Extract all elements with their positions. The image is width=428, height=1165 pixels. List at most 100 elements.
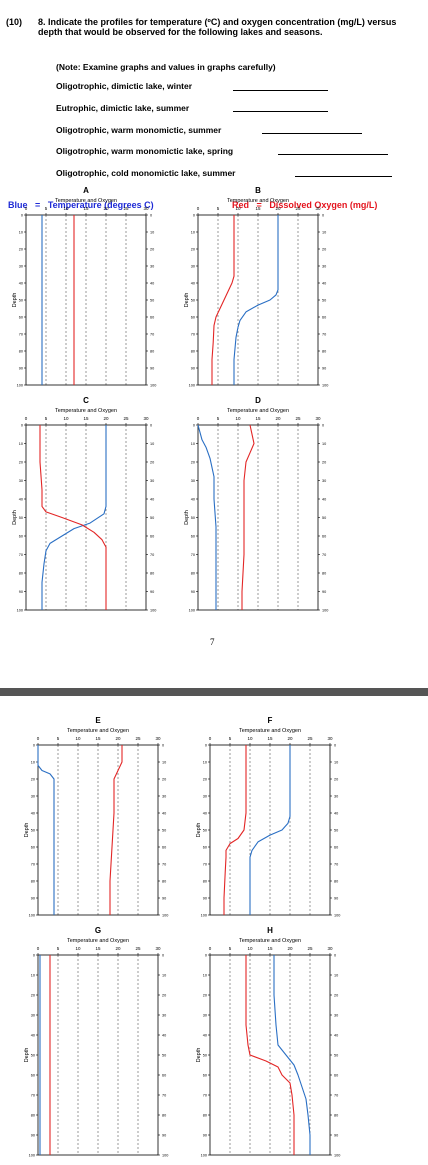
answer-item-4: Oligotrophic, warm monomictic lake, spri… xyxy=(56,146,234,156)
y-tick-label-right: 100 xyxy=(150,609,156,613)
y-tick-label: 40 xyxy=(31,812,35,816)
y-tick-label-right: 40 xyxy=(150,498,154,502)
y-tick-label-right: 80 xyxy=(322,350,326,354)
y-tick-label: 0 xyxy=(205,954,207,958)
y-tick-label: 80 xyxy=(203,1114,207,1118)
y-tick-label-right: 20 xyxy=(162,994,166,998)
y-tick-label-right: 60 xyxy=(322,316,326,320)
legend-red-eq: = xyxy=(256,200,262,210)
x-tick-label: 10 xyxy=(247,946,253,951)
answer-blank-4[interactable] xyxy=(278,154,388,155)
y-tick-label-right: 60 xyxy=(150,535,154,539)
y-tick-label-right: 60 xyxy=(322,535,326,539)
y-tick-label-right: 70 xyxy=(322,333,326,337)
x-tick-label: 10 xyxy=(247,736,253,741)
x-tick-label: 10 xyxy=(63,416,69,421)
y-axis-label: Depth xyxy=(12,510,18,525)
y-tick-label-right: 30 xyxy=(334,795,338,799)
y-tick-label: 50 xyxy=(203,1054,207,1058)
y-tick-label-right: 10 xyxy=(334,761,338,765)
x-tick-label: 10 xyxy=(75,736,81,741)
x-tick-label: 0 xyxy=(37,736,40,741)
y-tick-label: 20 xyxy=(203,778,207,782)
y-tick-label: 30 xyxy=(19,265,23,269)
y-axis-label: Depth xyxy=(12,293,18,308)
y-tick-label: 0 xyxy=(193,214,195,218)
worksheet-page-2 xyxy=(0,696,428,1160)
temperature-series-line xyxy=(37,745,55,915)
answer-item-3: Oligotrophic, warm monomictic, summer xyxy=(56,125,222,135)
x-tick-label: 20 xyxy=(275,416,281,421)
y-tick-label: 100 xyxy=(201,1154,207,1158)
x-tick-label: 0 xyxy=(197,206,200,211)
x-tick-label: 20 xyxy=(287,946,293,951)
y-tick-label-right: 20 xyxy=(334,994,338,998)
y-tick-label-right: 10 xyxy=(334,974,338,978)
temperature-series-line xyxy=(249,745,291,915)
y-tick-label: 30 xyxy=(203,795,207,799)
answer-blank-1[interactable] xyxy=(233,90,328,91)
legend-oxygen: Red = Dissolved Oxygen (mg/L) xyxy=(232,200,377,210)
chart-letter: C xyxy=(83,396,89,405)
oxygen-series-line xyxy=(211,215,235,385)
x-tick-label: 25 xyxy=(307,736,313,741)
y-tick-label: 90 xyxy=(19,590,23,594)
y-tick-label-right: 40 xyxy=(162,812,166,816)
y-tick-label: 30 xyxy=(203,1014,207,1018)
y-tick-label: 40 xyxy=(19,282,23,286)
answer-blank-2[interactable] xyxy=(233,111,328,112)
y-tick-label: 100 xyxy=(17,384,23,388)
y-tick-label-right: 90 xyxy=(334,1134,338,1138)
page-number: 7 xyxy=(210,637,215,647)
chart-letter: A xyxy=(83,186,89,195)
y-tick-label: 100 xyxy=(189,384,195,388)
y-tick-label: 30 xyxy=(31,1014,35,1018)
temperature-series-line xyxy=(273,955,311,1155)
y-tick-label: 70 xyxy=(191,553,195,557)
y-tick-label: 60 xyxy=(191,535,195,539)
y-tick-label: 20 xyxy=(19,248,23,252)
page-separator xyxy=(0,688,428,696)
y-tick-label-right: 100 xyxy=(322,384,328,388)
y-tick-label-right: 10 xyxy=(322,442,326,446)
y-tick-label: 50 xyxy=(31,829,35,833)
y-tick-label: 60 xyxy=(191,316,195,320)
x-tick-label: 0 xyxy=(197,416,200,421)
y-tick-label: 80 xyxy=(19,572,23,576)
y-tick-label: 60 xyxy=(19,535,23,539)
x-tick-label: 30 xyxy=(155,946,161,951)
x-tick-label: 30 xyxy=(315,416,321,421)
y-tick-label-right: 20 xyxy=(322,461,326,465)
y-tick-label: 60 xyxy=(203,846,207,850)
y-tick-label-right: 30 xyxy=(162,795,166,799)
x-tick-label: 15 xyxy=(95,946,101,951)
y-tick-label: 60 xyxy=(31,846,35,850)
x-tick-label: 5 xyxy=(57,736,60,741)
y-tick-label-right: 10 xyxy=(150,442,154,446)
y-tick-label-right: 50 xyxy=(322,299,326,303)
y-tick-label-right: 50 xyxy=(322,516,326,520)
y-tick-label-right: 0 xyxy=(162,744,164,748)
x-tick-label: 30 xyxy=(155,736,161,741)
chart-title: Temperature and Oxygen xyxy=(55,408,117,414)
y-tick-label-right: 90 xyxy=(162,1134,166,1138)
y-tick-label-right: 90 xyxy=(162,897,166,901)
y-tick-label-right: 30 xyxy=(150,479,154,483)
chart-title: Temperature and Oxygen xyxy=(227,408,289,414)
x-tick-label: 25 xyxy=(295,416,301,421)
x-tick-label: 5 xyxy=(45,416,48,421)
answer-blank-5[interactable] xyxy=(295,176,392,177)
x-tick-label: 15 xyxy=(267,736,273,741)
question-points: (10) xyxy=(6,17,23,27)
y-tick-label-right: 60 xyxy=(162,846,166,850)
oxygen-series-line xyxy=(109,745,123,915)
y-tick-label-right: 90 xyxy=(150,367,154,371)
x-tick-label: 20 xyxy=(103,416,109,421)
x-tick-label: 5 xyxy=(217,416,220,421)
answer-blank-3[interactable] xyxy=(262,133,362,134)
y-tick-label: 50 xyxy=(19,299,23,303)
y-tick-label: 70 xyxy=(19,553,23,557)
